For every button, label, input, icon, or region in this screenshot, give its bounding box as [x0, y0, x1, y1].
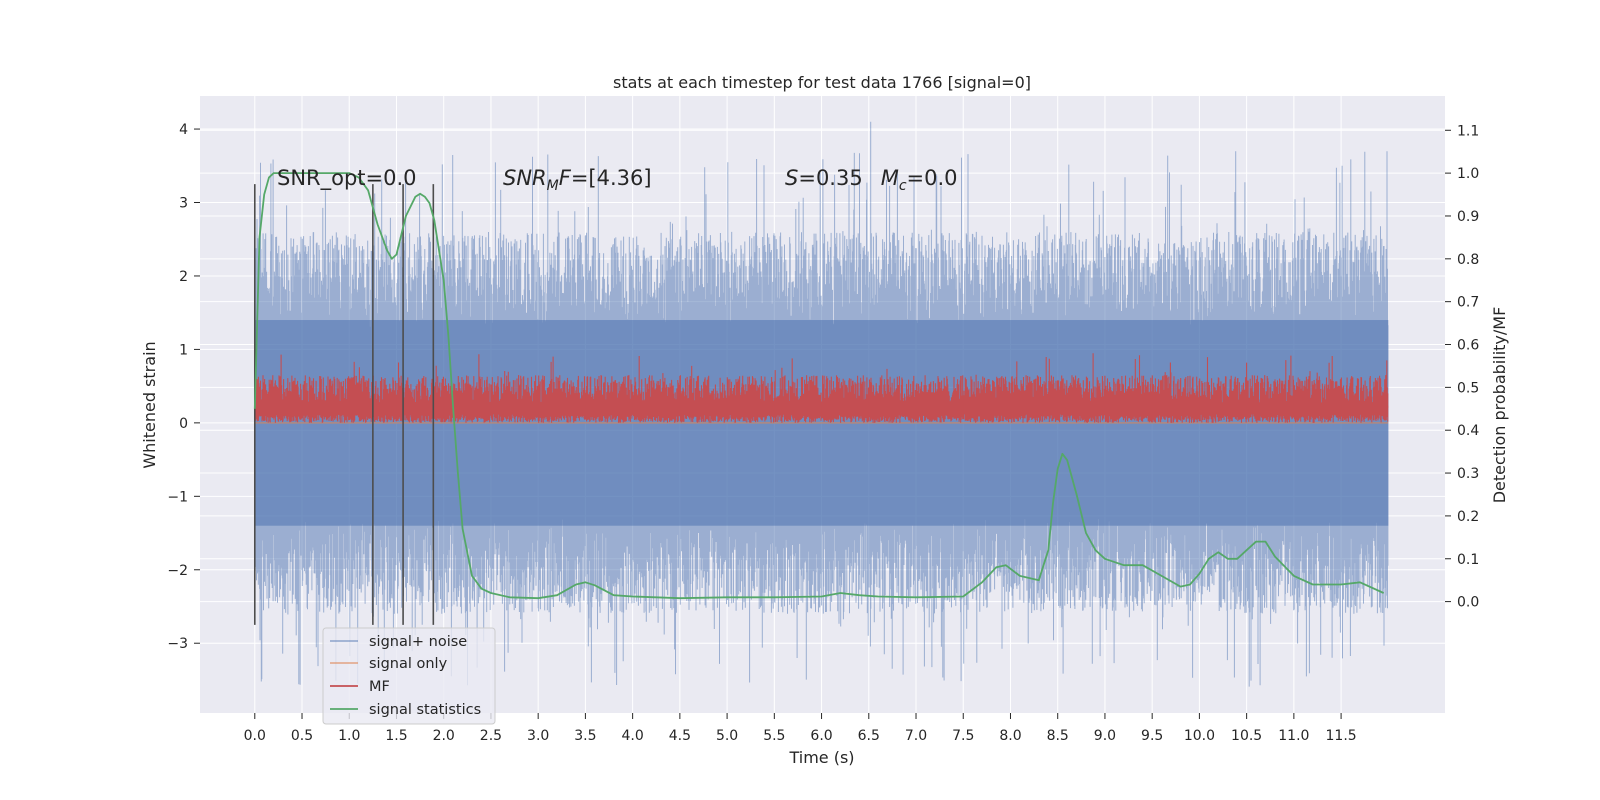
y-axis-label: Whitened strain — [140, 341, 159, 468]
y2-tick-label: 0.9 — [1457, 209, 1479, 225]
x-tick-label: 10.5 — [1231, 728, 1262, 744]
x-tick-label: 10.0 — [1184, 728, 1215, 744]
y2-tick-label: 0.2 — [1457, 509, 1479, 525]
x-tick-label: 0.0 — [244, 728, 266, 744]
x-tick-label: 1.0 — [338, 728, 360, 744]
y2-tick-label: 0.5 — [1457, 380, 1479, 396]
x-tick-label: 0.5 — [291, 728, 313, 744]
x-tick-label: 3.0 — [527, 728, 549, 744]
y2-tick-label: 0.1 — [1457, 552, 1479, 568]
y2-tick-label: 1.1 — [1457, 123, 1479, 139]
y2-tick-label: 0.3 — [1457, 466, 1479, 482]
y-tick-label: −3 — [167, 636, 188, 652]
x-tick-label: 11.0 — [1278, 728, 1309, 744]
x-tick-label: 8.5 — [1047, 728, 1069, 744]
x-axis-label: Time (s) — [788, 748, 854, 767]
mc-value: =0.0 — [907, 166, 958, 190]
s-value: =0.35 — [798, 166, 862, 190]
y-tick-label: 3 — [179, 196, 188, 212]
y2-tick-label: 0.6 — [1457, 338, 1479, 354]
s-symbol: S — [785, 166, 798, 190]
x-tick-label: 9.0 — [1094, 728, 1116, 744]
x-tick-label: 4.5 — [669, 728, 691, 744]
mc-subscript: c — [899, 178, 907, 194]
y-tick-label: 4 — [179, 122, 188, 138]
annotation-s-mc: S=0.35 Mc=0.0 — [785, 166, 958, 194]
legend-label-signal-statistics: signal statistics — [369, 702, 481, 718]
y2-axis-label: Detection probability/MF — [1490, 307, 1509, 504]
y2-tick-label: 0.8 — [1457, 252, 1479, 268]
x-tick-label: 9.5 — [1141, 728, 1163, 744]
x-tick-label: 5.5 — [763, 728, 785, 744]
y2-tick-label: 0.0 — [1457, 595, 1479, 611]
annotation-snr-mf: SNRMF=[4.36] — [503, 166, 652, 194]
legend-box — [322, 627, 496, 725]
snr-mf-symbol: SNR — [503, 166, 547, 190]
legend-item: signal+ noise — [330, 634, 467, 650]
x-tick-label: 3.5 — [574, 728, 596, 744]
x-axis-ticks: 0.0 0.5 1.0 1.5 2.0 2.5 3.0 3.5 4.0 4.5 5.0 5.5 6.0 6… — [244, 713, 1357, 744]
legend-item: signal statistics — [330, 702, 481, 718]
snr-mf-value: =[4.36] — [571, 166, 652, 190]
y-tick-label: −2 — [167, 563, 188, 579]
signal-statistics-line — [253, 172, 1384, 600]
y2-tick-label: 1.0 — [1457, 166, 1479, 182]
y2-axis-ticks: 0.0 0.1 0.2 0.3 0.4 0.5 0.6 0.7 0.8 0.9 1.0 1.1 — [1445, 123, 1479, 611]
legend-label-signal-noise: signal+ noise — [369, 634, 467, 650]
y2-tick-label: 0.4 — [1457, 423, 1479, 439]
y-tick-label: 1 — [179, 342, 188, 358]
legend-label-mf: MF — [369, 679, 390, 695]
vertical-markers — [253, 184, 435, 625]
snr-mf-subscript: M — [547, 178, 559, 194]
mc-symbol: M — [881, 166, 899, 190]
x-tick-label: 8.0 — [999, 728, 1021, 744]
chart-title: stats at each timestep for test data 176… — [613, 73, 1031, 92]
y-tick-label: −1 — [167, 489, 188, 505]
snr-mf-suffix: F — [559, 166, 572, 190]
x-tick-label: 2.0 — [433, 728, 455, 744]
y-tick-label: 2 — [179, 269, 188, 285]
y-tick-label: 0 — [179, 416, 188, 432]
x-tick-label: 7.0 — [905, 728, 927, 744]
x-tick-label: 2.5 — [480, 728, 502, 744]
legend-item: MF — [330, 679, 390, 695]
y-axis-ticks: −3 −2 −1 0 1 2 3 4 — [167, 122, 200, 652]
x-tick-label: 6.5 — [858, 728, 880, 744]
x-tick-label: 11.5 — [1326, 728, 1357, 744]
legend-label-signal-only: signal only — [369, 656, 448, 672]
legend: signal+ noise signal only MF signal stat… — [322, 627, 496, 725]
x-tick-label: 1.5 — [385, 728, 407, 744]
x-tick-label: 4.0 — [621, 728, 643, 744]
y2-tick-label: 0.7 — [1457, 295, 1479, 311]
legend-item: signal only — [330, 656, 448, 672]
x-tick-label: 6.0 — [810, 728, 832, 744]
x-tick-label: 5.0 — [716, 728, 738, 744]
signal-statistics-series — [253, 172, 1384, 600]
annotation-snr-opt: SNR_opt=0.0 — [277, 166, 417, 191]
x-tick-label: 7.5 — [952, 728, 974, 744]
